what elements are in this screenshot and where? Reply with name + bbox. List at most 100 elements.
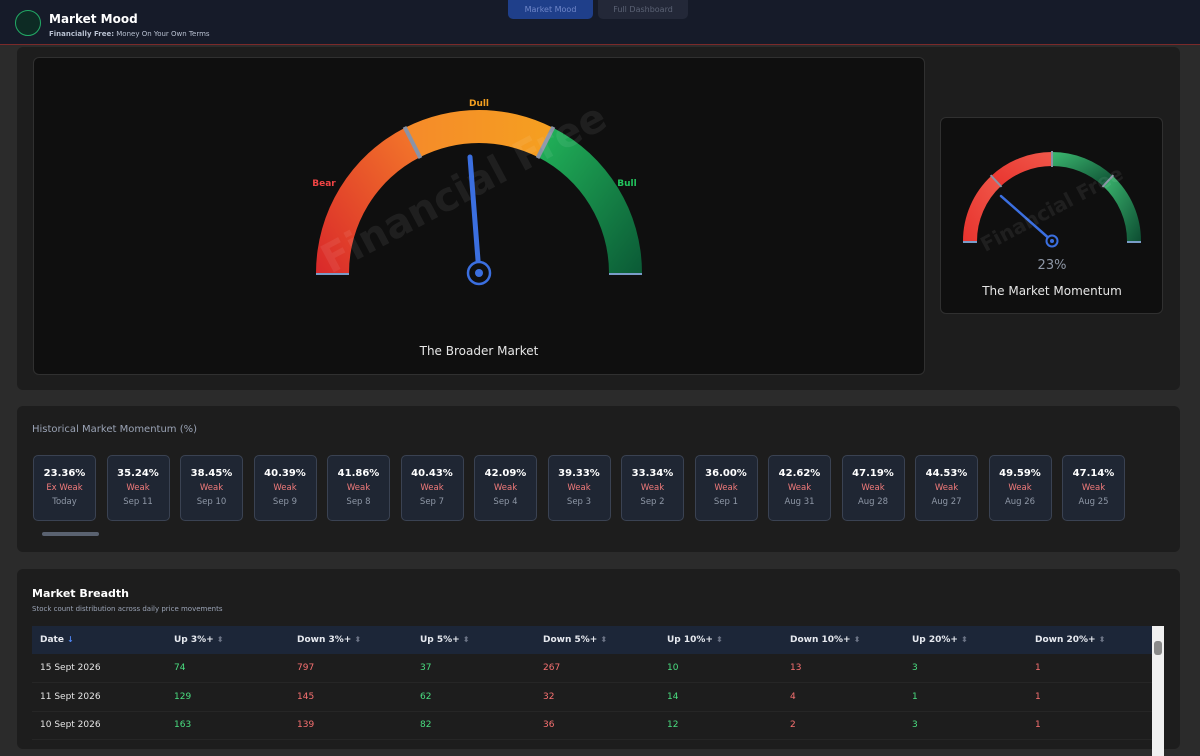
card-value: 40.43% (411, 468, 453, 479)
table-cell: 129 (166, 682, 289, 712)
history-card: 40.39% Weak Sep 9 (253, 455, 317, 521)
gauge-segment (316, 127, 420, 274)
history-card: 39.33% Weak Sep 3 (547, 455, 611, 521)
history-card: 38.45% Weak Sep 10 (180, 455, 243, 521)
gauge-label: Dull (469, 99, 489, 109)
card-date: Sep 2 (640, 497, 665, 507)
table-cell: 15 Sept 2026 (32, 654, 166, 683)
card-value: 39.33% (558, 468, 600, 479)
card-status: Weak (199, 483, 224, 493)
subtitle-text: Money On Your Own Terms (116, 30, 210, 38)
gauge-segment (404, 110, 554, 158)
history-card: 44.53% Weak Aug 27 (915, 455, 978, 521)
card-status: Weak (273, 483, 297, 493)
sort-icon: ⬍ (462, 635, 470, 644)
card-date: Aug 26 (1004, 497, 1036, 507)
column-header: Up 5%+ ⬍ (412, 626, 535, 654)
column-label: Down 3%+ (297, 635, 352, 645)
gauge-divider (402, 125, 423, 159)
table-cell: 12 (659, 711, 782, 740)
gauge-title: The Market Momentum (981, 284, 1122, 298)
history-card: 49.59% Weak Aug 26 (988, 455, 1052, 521)
table-cell: 267 (535, 654, 659, 683)
logo (15, 10, 41, 36)
momentum-value: 23% (1038, 258, 1067, 273)
card-status: Weak (861, 483, 885, 493)
gauges: Bear Dull Bull Financial Free The Broade… (312, 94, 1141, 358)
table-cell: 11 Sept 2026 (32, 682, 166, 712)
section-title: Historical Market Momentum (%) (32, 424, 198, 435)
gauge-segment (963, 175, 1001, 241)
card-status: Weak (640, 483, 665, 493)
card-value: 47.19% (852, 468, 894, 479)
broader-market-box (33, 57, 925, 375)
column-label: Down 20%+ (1035, 635, 1096, 645)
gauge-segment (991, 152, 1052, 187)
table-cell: 10 Sept 2026 (32, 711, 166, 740)
table-cell: 797 (289, 654, 412, 683)
history-card: 36.00% Weak Sep 1 (694, 455, 758, 521)
card-date: Sep 10 (196, 497, 227, 507)
tab[interactable]: Full Dashboard (598, 0, 688, 19)
section-subtitle: Stock count distribution across daily pr… (32, 605, 223, 613)
card-date: Sep 9 (272, 497, 298, 507)
table-cell: 14 (659, 682, 782, 712)
table-cell: 36 (535, 711, 659, 740)
card-value: 44.53% (925, 468, 968, 479)
column-header: Down 20%+ ⬍ (1027, 626, 1152, 654)
column-header: Date ↓ (32, 626, 166, 654)
table-cell: 82 (412, 711, 535, 740)
broader-gauge (316, 110, 642, 275)
gauge-segment (1052, 152, 1113, 187)
table-cell: 163 (166, 711, 289, 740)
card-status: Weak (126, 483, 150, 493)
card-date: Aug 27 (931, 497, 962, 507)
app-title: Market Mood (49, 12, 138, 26)
sort-icon: ⬍ (354, 635, 362, 644)
table-cell: 2 (782, 711, 904, 740)
needle-hub (475, 269, 483, 277)
table-cell: 1 (1027, 682, 1152, 712)
history-card: 42.09% Weak Sep 4 (474, 455, 537, 521)
column-label: Up 10%+ (667, 635, 713, 645)
sort-icon: ⬍ (216, 635, 224, 644)
card-date: Sep 1 (713, 497, 739, 507)
needle (999, 194, 1054, 243)
card-status: Weak (567, 483, 591, 493)
gauge-label: Bull (617, 179, 636, 189)
column-label: Date (40, 635, 64, 645)
table-cell: 139 (289, 711, 412, 740)
column-label: Up 5%+ (420, 635, 460, 645)
table-cell: 62 (412, 682, 535, 712)
scrollbar[interactable] (1152, 626, 1164, 756)
gauge-label: Bear (312, 179, 336, 189)
column-header: Down 10%+ ⬍ (782, 626, 904, 654)
history-card: 33.34% Weak Sep 2 (621, 455, 684, 521)
card-value: 23.36% (43, 468, 86, 479)
table-cell: 13 (782, 654, 904, 683)
card-value: 38.45% (190, 468, 233, 479)
needle-hub (1050, 239, 1054, 243)
card-date: Sep 8 (346, 497, 371, 507)
card-status: Weak (1081, 483, 1106, 493)
gauge-segment (538, 127, 642, 274)
breadth-panel: Market Breadth Stock count distribution … (17, 569, 1180, 756)
card-status: Weak (787, 483, 812, 493)
card-status: Weak (1008, 483, 1032, 493)
table-cell: 1 (1027, 654, 1152, 683)
history-card: 23.36% Ex Weak Today (33, 455, 96, 521)
table-cell: 1 (1027, 711, 1152, 740)
card-date: Sep 3 (566, 497, 592, 507)
card-value: 42.09% (484, 468, 527, 479)
needle (467, 154, 482, 276)
column-header: Up 20%+ ⬍ (904, 626, 1027, 654)
column-label: Up 20%+ (912, 635, 958, 645)
momentum-gauge (963, 151, 1141, 248)
scrollbar-thumb[interactable] (1154, 641, 1162, 655)
app-subtitle: Financially Free: Money On Your Own Term… (49, 30, 210, 38)
scrollbar-thumb[interactable] (42, 532, 99, 536)
card-date: Sep 4 (493, 497, 518, 507)
sort-icon: ⬍ (1098, 635, 1106, 644)
tab[interactable]: Market Mood (508, 0, 593, 19)
history-card: 47.19% Weak Aug 28 (841, 455, 905, 521)
